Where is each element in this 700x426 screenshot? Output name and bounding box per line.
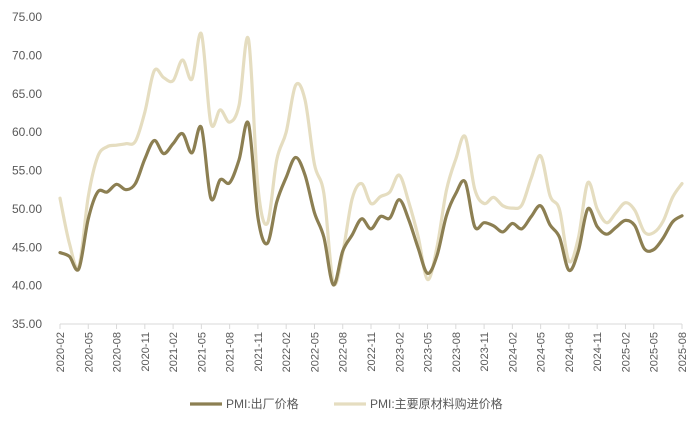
x-tick-label: 2021-11 <box>253 332 265 372</box>
x-tick-label: 2024-02 <box>507 332 519 372</box>
x-tick-label: 2023-02 <box>394 332 406 372</box>
x-tick-label: 2023-05 <box>423 332 435 372</box>
legend-label-2: PMI:主要原材料购进价格 <box>370 396 503 411</box>
x-tick-label: 2022-02 <box>281 332 293 372</box>
x-tick-label: 2021-05 <box>196 332 208 372</box>
y-axis: 35.00 40.00 45.00 50.00 55.00 60.00 65.00 70.00… <box>12 10 42 331</box>
x-tick-label: 2025-02 <box>620 332 632 372</box>
x-tick-label: 2021-02 <box>168 332 180 372</box>
x-tick-label: 2020-08 <box>112 332 124 372</box>
y-tick-label: 50.00 <box>12 202 42 216</box>
x-tick-label: 2022-11 <box>366 332 378 372</box>
y-tick-label: 40.00 <box>12 279 42 293</box>
x-tick-label: 2024-11 <box>592 332 604 372</box>
y-tick-label: 75.00 <box>12 10 42 24</box>
y-tick-label: 65.00 <box>12 87 42 101</box>
x-tick-label: 2020-02 <box>55 332 67 372</box>
x-tick-label: 2023-08 <box>451 332 463 372</box>
x-axis: 2020-02 2020-05 2020-08 2020-11 2021-02 2021-… <box>55 323 689 372</box>
y-tick-label: 35.00 <box>12 317 42 331</box>
series-layer <box>58 31 684 287</box>
x-tick-label: 2020-11 <box>140 332 152 372</box>
x-tick-label: 2022-05 <box>309 332 321 372</box>
x-tick-label: 2023-11 <box>479 332 491 372</box>
series-line-1 <box>58 120 684 287</box>
y-tick-label: 45.00 <box>12 240 42 254</box>
x-tick-label: 2020-05 <box>83 332 95 372</box>
y-tick-label: 60.00 <box>12 125 42 139</box>
x-tick-label: 2024-08 <box>564 332 576 372</box>
y-tick-label: 70.00 <box>12 48 42 62</box>
x-tick-label: 2025-08 <box>677 332 689 372</box>
x-tick-label: 2021-08 <box>225 332 237 372</box>
legend-label-1: PMI:出厂价格 <box>226 396 299 411</box>
legend: PMI:出厂价格 PMI:主要原材料购进价格 <box>190 396 503 411</box>
x-tick-label: 2022-08 <box>338 332 350 372</box>
series-line-2 <box>58 31 684 287</box>
y-tick-label: 55.00 <box>12 164 42 178</box>
x-tick-label: 2025-05 <box>649 332 661 372</box>
x-tick-label: 2024-05 <box>536 332 548 372</box>
